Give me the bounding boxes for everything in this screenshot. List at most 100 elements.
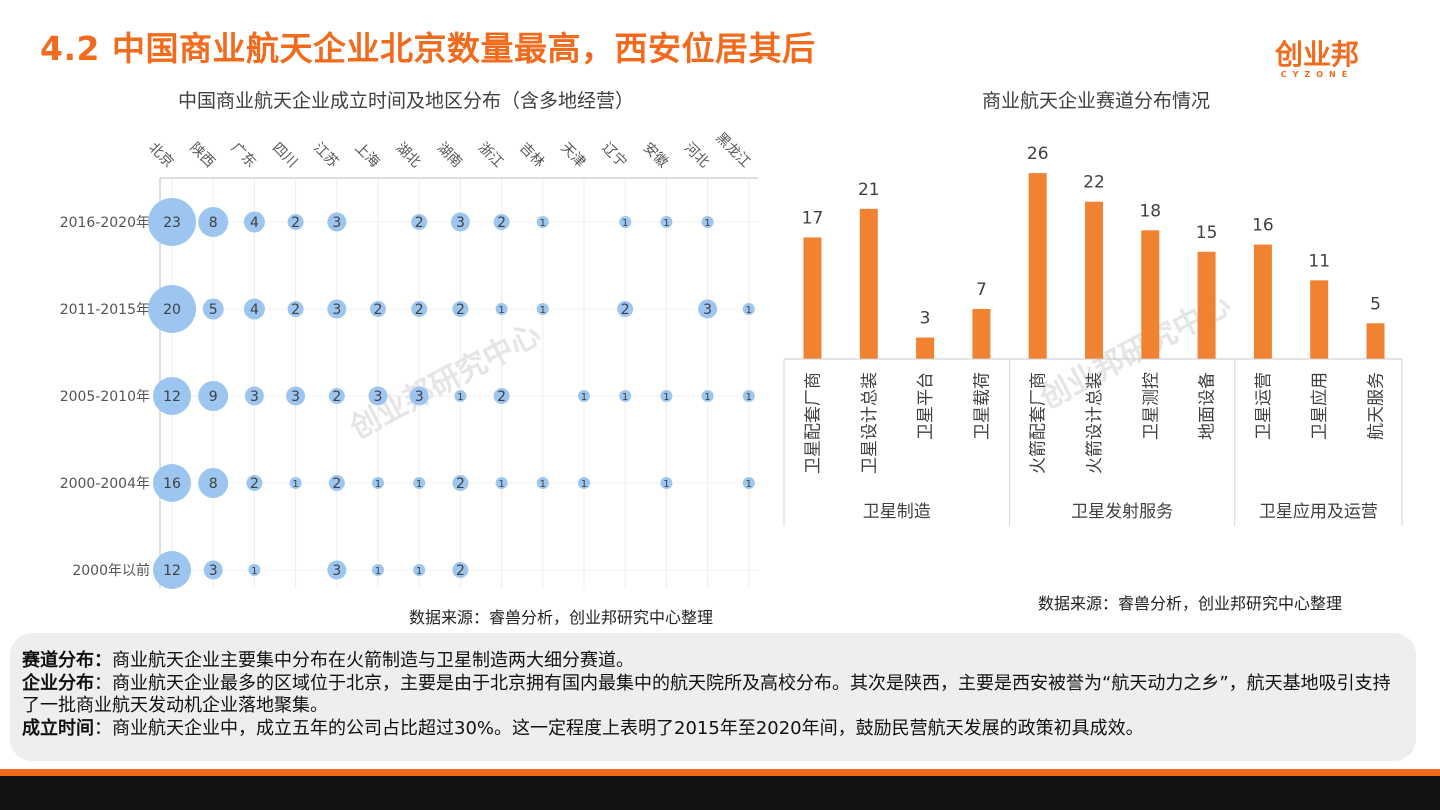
bar-category-label: 卫星测控: [1141, 372, 1161, 440]
bubble-point: [287, 301, 304, 317]
summary-track-label: 赛道分布：: [22, 650, 112, 671]
bar: [1253, 244, 1272, 359]
summary-region-text: ：商业航天企业最多的区域位于北京，主要是由于北京拥有国内最集中的航天院所及高校分…: [22, 672, 1391, 717]
bubble-value-label: 2: [456, 302, 465, 318]
bubble-row-label: 2005-2010年: [60, 389, 150, 405]
bubble-point: [536, 216, 549, 228]
bubble-point: [327, 299, 347, 319]
bubble-point: [742, 477, 755, 489]
summary-region-label: 企业分布: [22, 672, 94, 694]
bubble-point: [411, 214, 428, 230]
bar-category-label: 卫星设计总装: [860, 372, 880, 474]
bubble-value-label: 2: [415, 302, 424, 318]
bubble-point: [742, 303, 755, 315]
bubble-value-label: 1: [540, 218, 546, 229]
bubble-value-label: 3: [415, 389, 424, 405]
bubble-point: [617, 301, 634, 317]
bubble-value-label: 5: [209, 302, 218, 318]
bubble-value-label: 20: [163, 302, 181, 318]
bubble-value-label: 2: [621, 302, 630, 318]
bubble-point: [287, 214, 304, 230]
bubble-point: [289, 477, 302, 489]
bubble-value-label: 4: [250, 215, 259, 231]
bubble-value-label: 12: [163, 563, 181, 579]
bubble-point: [701, 216, 714, 228]
bubble-point: [619, 390, 632, 402]
bubble-value-label: 12: [163, 389, 181, 405]
summary-panel: 赛道分布：商业航天企业主要集中分布在火箭制造与卫星制造两大细分赛道。 企业分布：…: [10, 633, 1416, 761]
summary-founding-text: ：商业航天企业中，成立五年的公司占比超过30%。这一定程度上表明了2015年至2…: [94, 717, 1144, 739]
bubble-point: [153, 464, 191, 502]
bar-category-label: 卫星载荷: [972, 372, 992, 440]
bubble-point: [495, 303, 508, 315]
bubble-value-label: 1: [540, 305, 546, 316]
summary-founding-label: 成立时间: [22, 717, 94, 739]
bubble-point: [198, 207, 229, 237]
bubble-value-label: 2: [332, 389, 341, 405]
bubble-value-label: 9: [209, 389, 218, 405]
bubble-point: [578, 477, 590, 489]
bubble-value-label: 1: [663, 218, 669, 229]
bubble-value-label: 3: [250, 389, 259, 405]
bubble-point: [148, 285, 196, 333]
bubble-point: [370, 301, 386, 317]
bubble-point: [660, 216, 673, 228]
bubble-value-label: 2: [415, 215, 424, 231]
bubble-point: [198, 381, 229, 411]
bubble-value-label: 2: [456, 476, 465, 492]
bubble-value-label: 1: [375, 479, 381, 490]
bubble-value-label: 2: [374, 302, 383, 318]
summary-track: 赛道分布：商业航天企业主要集中分布在火箭制造与卫星制造两大细分赛道。: [22, 650, 1404, 673]
bar-value-label: 26: [1027, 144, 1049, 164]
bubble-value-label: 2: [456, 563, 465, 579]
bubble-value-label: 3: [332, 563, 341, 579]
bar-category-label: 地面设备: [1198, 372, 1218, 440]
bubble-point: [153, 551, 191, 589]
bubble-value-label: 2: [497, 389, 506, 405]
bubble-point: [243, 211, 265, 233]
bar-category-label: 火箭设计总装: [1085, 372, 1105, 474]
bubble-point: [328, 475, 345, 491]
bubble-value-label: 4: [250, 302, 259, 318]
bubble-point: [409, 386, 429, 406]
bubble-point: [327, 560, 347, 580]
bubble-value-label: 1: [416, 479, 422, 490]
bar-category-label: 卫星平台: [916, 372, 936, 440]
summary-region: 企业分布：商业航天企业最多的区域位于北京，主要是由于北京拥有国内最集中的航天院所…: [22, 673, 1404, 718]
right-chart-source: 数据来源：睿兽分析，创业邦研究中心整理: [1038, 594, 1343, 613]
bar-group-label: 卫星发射服务: [1071, 502, 1173, 522]
bubble-row-label: 2000年以前: [72, 562, 150, 579]
bubble-point: [493, 214, 510, 230]
bar: [859, 208, 878, 359]
bar-value-label: 16: [1252, 216, 1274, 236]
bubble-value-label: 2: [250, 476, 259, 492]
bar-category-label: 卫星配套厂商: [804, 372, 824, 474]
bubble-point: [536, 477, 549, 489]
bubble-value-label: 3: [456, 215, 465, 231]
bubble-value-label: 1: [622, 218, 628, 229]
bubble-point: [202, 298, 224, 320]
bubble-value-label: 1: [746, 305, 752, 316]
bubble-point: [286, 386, 306, 406]
bubble-point: [660, 477, 673, 489]
bubble-value-label: 1: [457, 392, 463, 403]
bubble-point: [493, 388, 510, 404]
bar-value-label: 7: [976, 280, 987, 300]
bubble-value-label: 3: [332, 302, 341, 318]
bar-value-label: 22: [1083, 173, 1105, 193]
bubble-value-label: 1: [704, 392, 710, 403]
bubble-value-label: 3: [374, 389, 383, 405]
bubble-value-label: 16: [163, 476, 181, 492]
bubble-point: [413, 564, 426, 576]
logo-en-text: CYZONE: [1280, 70, 1354, 79]
bubble-point: [148, 198, 196, 246]
bubble-value-label: 2: [291, 302, 300, 318]
bubble-point: [452, 475, 469, 491]
bar-category-label: 卫星运营: [1254, 372, 1274, 440]
bubble-value-label: 1: [581, 479, 587, 490]
bubble-value-label: 2: [332, 476, 341, 492]
bar-category-label: 卫星应用: [1310, 372, 1330, 440]
bubble-point: [495, 477, 508, 489]
bubble-point: [248, 564, 261, 576]
bar-group-label: 卫星制造: [863, 502, 931, 522]
